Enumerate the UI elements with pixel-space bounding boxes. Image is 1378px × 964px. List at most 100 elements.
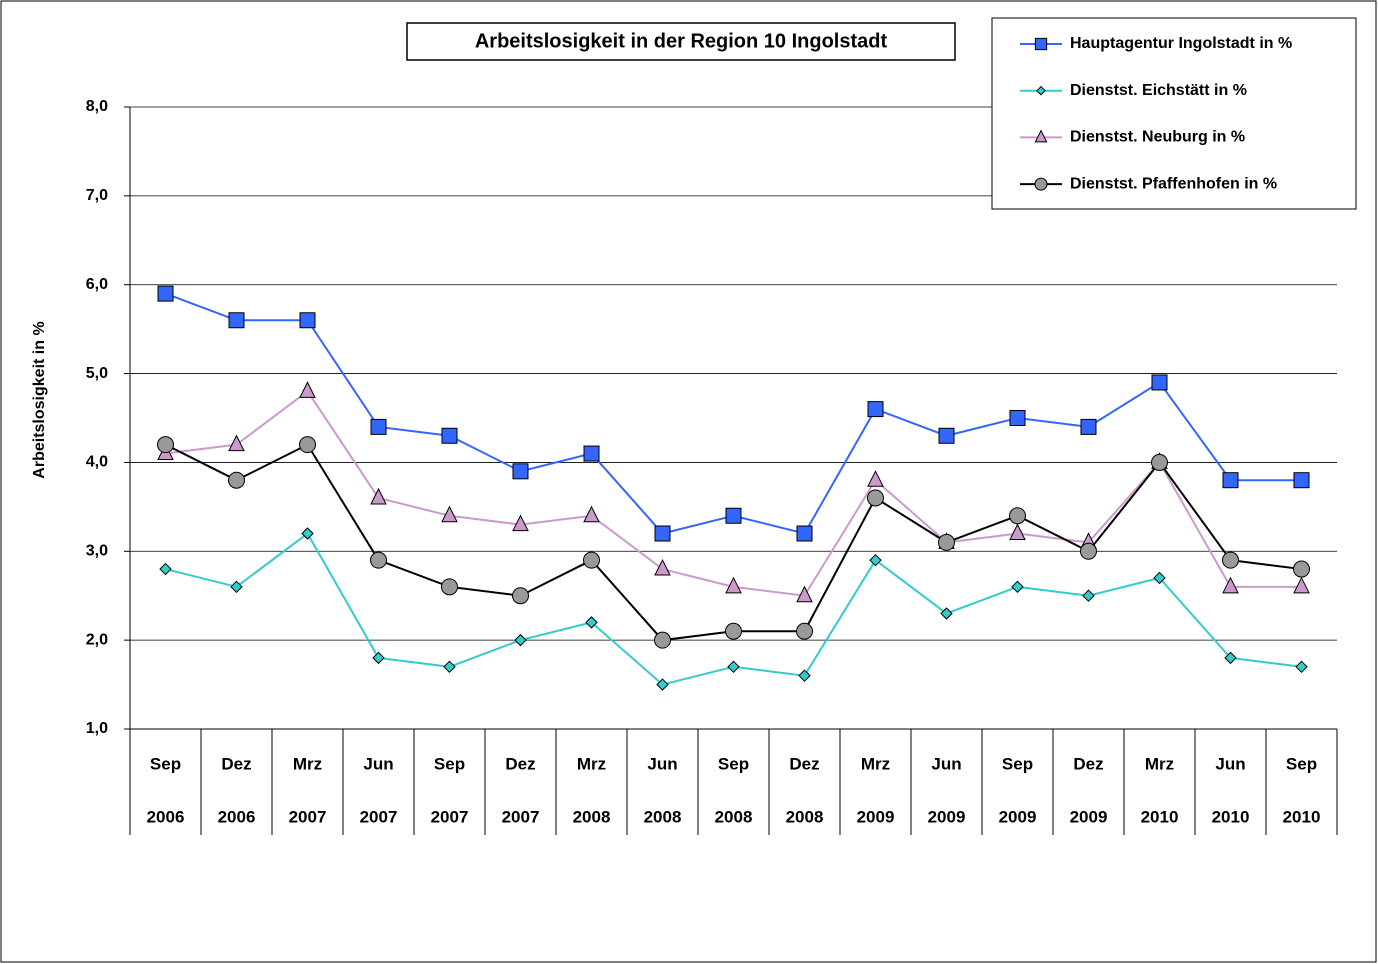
x-tick-label: Dez bbox=[221, 754, 251, 773]
legend-label: Dienstst. Eichstätt in % bbox=[1070, 82, 1247, 99]
marker bbox=[370, 418, 387, 435]
marker bbox=[796, 622, 813, 640]
chart-title: Arbeitslosigkeit in der Region 10 Ingols… bbox=[475, 30, 888, 52]
x-tick-label-year: 2008 bbox=[715, 807, 753, 826]
marker bbox=[938, 533, 955, 551]
y-tick-label: 1,0 bbox=[86, 720, 108, 737]
x-tick-label: Sep bbox=[1002, 754, 1033, 773]
y-axis-label: Arbeitslosigkeit in % bbox=[31, 321, 48, 478]
marker bbox=[228, 471, 245, 489]
marker bbox=[796, 525, 813, 542]
marker bbox=[1222, 551, 1239, 569]
y-tick-label: 6,0 bbox=[86, 276, 108, 293]
marker bbox=[1034, 129, 1048, 143]
marker bbox=[1082, 589, 1095, 602]
marker bbox=[228, 434, 245, 452]
y-tick-label: 7,0 bbox=[86, 187, 108, 204]
x-tick-label: Dez bbox=[505, 754, 535, 773]
marker bbox=[1034, 37, 1048, 51]
legend-label: Hauptagentur Ingolstadt in % bbox=[1070, 35, 1292, 52]
title-box bbox=[406, 22, 956, 61]
marker bbox=[727, 660, 740, 674]
marker bbox=[441, 578, 458, 596]
x-tick-label-year: 2008 bbox=[573, 807, 611, 826]
marker bbox=[938, 427, 955, 444]
marker bbox=[798, 669, 811, 682]
x-tick-label-year: 2009 bbox=[857, 807, 895, 826]
x-tick-label-year: 2008 bbox=[786, 807, 824, 826]
marker bbox=[725, 622, 742, 640]
y-tick-label: 5,0 bbox=[86, 365, 108, 382]
x-tick-label: Sep bbox=[718, 754, 749, 773]
x-tick-label-year: 2008 bbox=[644, 807, 682, 826]
marker bbox=[796, 585, 813, 603]
x-tick-label: Sep bbox=[1286, 754, 1317, 773]
marker bbox=[1293, 576, 1310, 594]
x-tick-label-year: 2007 bbox=[289, 807, 327, 826]
x-tick-label: Sep bbox=[434, 754, 465, 773]
y-tick-label: 2,0 bbox=[86, 631, 108, 648]
marker bbox=[372, 651, 385, 665]
marker bbox=[867, 489, 884, 507]
x-tick-label: Sep bbox=[150, 754, 181, 773]
y-tick-label: 4,0 bbox=[86, 454, 108, 471]
marker bbox=[370, 551, 387, 569]
marker bbox=[1153, 571, 1166, 585]
marker bbox=[725, 576, 742, 594]
marker bbox=[228, 312, 245, 329]
marker bbox=[867, 401, 884, 418]
marker bbox=[585, 616, 598, 629]
marker bbox=[940, 607, 953, 620]
marker bbox=[1295, 660, 1308, 674]
marker bbox=[1034, 177, 1048, 191]
marker bbox=[1036, 85, 1046, 96]
marker bbox=[583, 445, 600, 462]
marker bbox=[512, 463, 529, 480]
marker bbox=[1009, 523, 1026, 541]
marker bbox=[1080, 418, 1097, 435]
x-tick-label: Mrz bbox=[1145, 754, 1174, 773]
x-tick-label-year: 2009 bbox=[928, 807, 966, 826]
x-tick-label: Dez bbox=[1073, 754, 1103, 773]
x-tick-label-year: 2006 bbox=[147, 807, 185, 826]
marker bbox=[443, 660, 456, 674]
y-tick-label: 8,0 bbox=[86, 98, 108, 115]
marker bbox=[441, 505, 458, 523]
marker bbox=[1011, 580, 1024, 594]
marker bbox=[299, 436, 316, 454]
marker bbox=[299, 381, 316, 398]
marker bbox=[514, 633, 527, 647]
x-tick-label: Mrz bbox=[861, 754, 890, 773]
marker bbox=[583, 505, 600, 523]
marker bbox=[867, 470, 884, 487]
y-tick-label: 3,0 bbox=[86, 543, 108, 560]
x-tick-label: Jun bbox=[931, 754, 961, 773]
x-tick-label-year: 2006 bbox=[218, 807, 256, 826]
x-tick-label: Mrz bbox=[577, 754, 606, 773]
marker bbox=[869, 553, 882, 567]
marker bbox=[157, 285, 174, 302]
x-tick-label-year: 2007 bbox=[360, 807, 398, 826]
x-tick-label: Jun bbox=[363, 754, 393, 773]
marker bbox=[512, 514, 529, 532]
legend-label: Dienstst. Pfaffenhofen in % bbox=[1070, 175, 1277, 192]
marker bbox=[1009, 507, 1026, 525]
marker bbox=[654, 525, 671, 542]
marker bbox=[512, 587, 529, 605]
marker bbox=[441, 427, 458, 444]
marker bbox=[299, 312, 316, 329]
marker bbox=[654, 558, 671, 576]
x-tick-label-year: 2007 bbox=[502, 807, 540, 826]
x-tick-label-year: 2010 bbox=[1141, 807, 1179, 826]
marker bbox=[370, 487, 387, 505]
x-tick-label-year: 2010 bbox=[1212, 807, 1250, 826]
x-tick-label: Dez bbox=[789, 754, 819, 773]
marker bbox=[1224, 651, 1237, 665]
marker bbox=[1151, 374, 1168, 391]
marker bbox=[1293, 560, 1310, 578]
legend-label: Dienstst. Neuburg in % bbox=[1070, 129, 1245, 146]
marker bbox=[583, 551, 600, 569]
x-tick-label-year: 2009 bbox=[999, 807, 1037, 826]
x-tick-label-year: 2009 bbox=[1070, 807, 1108, 826]
